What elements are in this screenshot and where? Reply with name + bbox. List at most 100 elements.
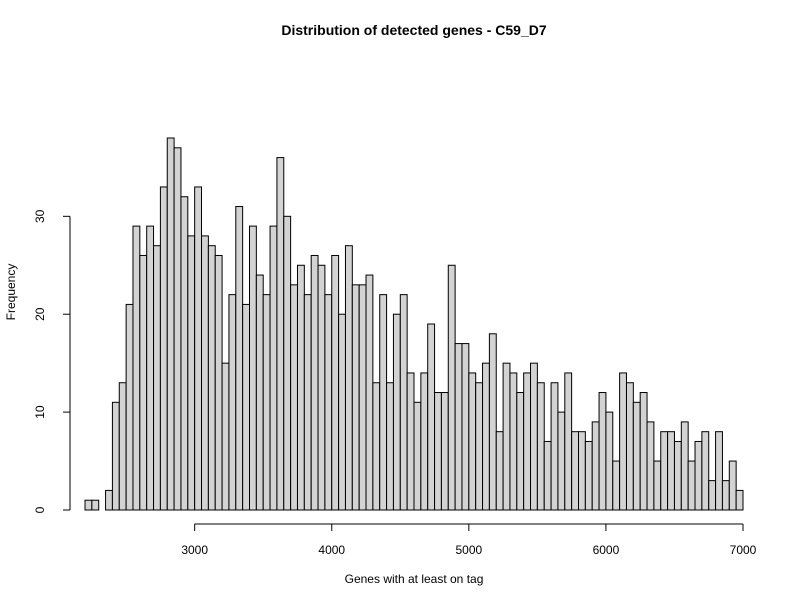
- y-axis-label: Frequency: [4, 264, 18, 321]
- y-tick-label: 20: [33, 307, 47, 321]
- histogram-bar: [118, 382, 127, 511]
- histogram-bar: [153, 245, 161, 511]
- histogram-bar: [673, 440, 682, 511]
- histogram-bar: [290, 284, 298, 511]
- histogram-bar: [296, 264, 305, 511]
- histogram-bar: [386, 382, 394, 511]
- histogram-bar: [605, 411, 614, 511]
- histogram-bar: [146, 225, 155, 511]
- histogram-bar: [482, 362, 490, 511]
- histogram-bar: [331, 254, 340, 511]
- histogram-bar: [91, 499, 100, 511]
- histogram-bar: [715, 431, 723, 511]
- histogram-bar: [488, 333, 497, 511]
- histogram-bar: [687, 460, 696, 511]
- histogram-bar: [694, 440, 703, 511]
- histogram-bar: [269, 225, 278, 511]
- histogram-bar: [660, 431, 669, 511]
- histogram-bar: [105, 489, 113, 511]
- histogram-bar: [242, 303, 250, 511]
- histogram-bar: [283, 215, 292, 511]
- histogram-bar: [139, 254, 148, 511]
- x-axis-label: Genes with at least on tag: [345, 572, 484, 586]
- histogram-bar: [701, 431, 710, 511]
- histogram-bar: [351, 284, 360, 511]
- histogram-bar: [166, 137, 175, 511]
- histogram-bar: [646, 421, 655, 511]
- histogram-bar: [125, 303, 134, 511]
- histogram-bar: [434, 392, 442, 511]
- chart-title: Distribution of detected genes - C59_D7: [281, 22, 546, 38]
- histogram-bar: [578, 431, 586, 511]
- y-tick-label: 0: [33, 506, 47, 513]
- histogram-bar: [132, 225, 141, 511]
- histogram-bar: [502, 362, 511, 511]
- histogram-bar: [571, 431, 579, 511]
- histogram-bar: [447, 264, 456, 511]
- histogram-bar: [159, 186, 168, 511]
- y-tick-label: 10: [33, 405, 47, 419]
- histogram-bar: [255, 274, 264, 511]
- histogram-bar: [262, 294, 271, 511]
- histogram-bar: [598, 392, 607, 511]
- y-axis: 0 10 20 30: [33, 209, 71, 513]
- x-tick-label: 5000: [455, 543, 482, 557]
- histogram-bar: [653, 460, 662, 511]
- histogram-bar: [310, 254, 319, 511]
- histogram-bar: [619, 372, 627, 511]
- histogram-bar: [509, 372, 518, 511]
- histogram-bar: [303, 294, 312, 511]
- histogram-bar: [639, 392, 648, 511]
- histogram-bar: [612, 460, 621, 511]
- histogram-bar: [358, 284, 367, 511]
- histogram-bar: [207, 245, 216, 511]
- x-tick-label: 4000: [318, 543, 345, 557]
- histogram-bar: [475, 382, 484, 511]
- histogram-bar: [214, 254, 223, 511]
- histogram-bar: [365, 274, 374, 511]
- histogram-bar: [201, 235, 209, 511]
- histogram-bar: [530, 362, 538, 511]
- histogram-bar: [413, 401, 422, 511]
- histogram-bar: [187, 235, 196, 511]
- histogram-bar: [625, 382, 634, 511]
- histogram-bar: [84, 499, 93, 511]
- x-tick-label: 6000: [593, 543, 620, 557]
- histogram-bar: [111, 401, 120, 511]
- histogram-bar: [728, 460, 737, 511]
- histogram-bar: [392, 313, 401, 511]
- x-tick-label: 3000: [181, 543, 208, 557]
- histogram-bar: [680, 421, 689, 511]
- y-tick-label: 30: [33, 209, 47, 223]
- x-axis: 3000 4000 5000 6000 7000: [181, 523, 757, 557]
- histogram-bar: [468, 372, 477, 511]
- histogram-bar: [557, 411, 566, 511]
- histogram-bar: [564, 372, 573, 511]
- histogram-bar: [454, 343, 463, 511]
- histogram-bar: [249, 225, 257, 511]
- histogram-bar: [372, 382, 381, 511]
- histogram-bar: [399, 294, 408, 511]
- histogram-bar: [194, 186, 203, 511]
- histogram-bar: [632, 401, 641, 511]
- histogram-bar: [721, 480, 730, 511]
- histogram-bar: [221, 362, 230, 511]
- histogram-bar: [344, 245, 353, 511]
- histogram-bar: [427, 323, 436, 511]
- histogram-bar: [324, 294, 333, 511]
- histogram-bar: [543, 440, 552, 511]
- histogram-bar: [276, 157, 285, 511]
- histogram-bar: [708, 480, 717, 511]
- histogram-bar: [584, 440, 593, 511]
- histogram-bar: [379, 294, 388, 511]
- histogram-bar: [461, 343, 470, 511]
- histogram-bar: [440, 392, 449, 511]
- histogram-bar: [173, 147, 182, 511]
- histogram-bar: [667, 431, 675, 511]
- histogram-bar: [406, 372, 415, 511]
- histogram-bar: [735, 489, 744, 511]
- bars-group: [84, 137, 744, 511]
- histogram-bar: [420, 372, 429, 511]
- histogram-bar: [523, 372, 532, 511]
